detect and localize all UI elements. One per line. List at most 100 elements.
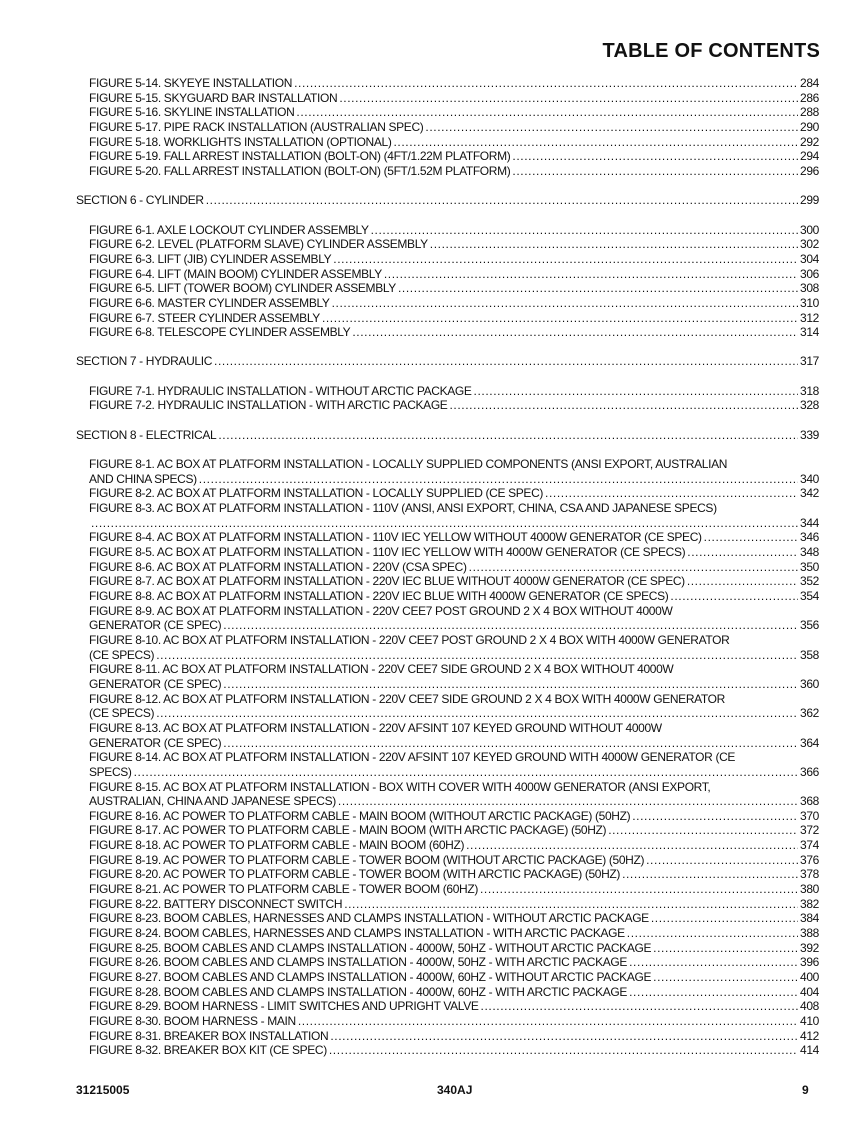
- figure-entry[interactable]: FIGURE 8-17. AC POWER TO PLATFORM CABLE …: [76, 823, 819, 838]
- figure-entry[interactable]: FIGURE 6-2. LEVEL (PLATFORM SLAVE) CYLIN…: [76, 237, 819, 252]
- dot-leader: [474, 384, 798, 399]
- figure-entry[interactable]: FIGURE 5-19. FALL ARREST INSTALLATION (B…: [76, 149, 819, 164]
- entry-title: FIGURE 8-32. BREAKER BOX KIT (CE SPEC): [89, 1043, 327, 1058]
- figure-entry[interactable]: FIGURE 8-22. BATTERY DISCONNECT SWITCH 38…: [76, 897, 819, 912]
- entry-page: 314: [800, 325, 819, 340]
- figure-entry[interactable]: FIGURE 8-19. AC POWER TO PLATFORM CABLE …: [76, 853, 819, 868]
- entry-line: FIGURE 6-7. STEER CYLINDER ASSEMBLY 312: [76, 311, 819, 326]
- figure-entry[interactable]: FIGURE 8-31. BREAKER BOX INSTALLATION 412: [76, 1029, 819, 1044]
- figure-entry[interactable]: FIGURE 8-6. AC BOX AT PLATFORM INSTALLAT…: [76, 560, 819, 575]
- figure-entry[interactable]: FIGURE 5-18. WORKLIGHTS INSTALLATION (OP…: [76, 135, 819, 150]
- entry-title-continued: GENERATOR (CE SPEC): [89, 676, 222, 691]
- figure-entry[interactable]: FIGURE 6-3. LIFT (JIB) CYLINDER ASSEMBLY…: [76, 252, 819, 267]
- entry-page: 290: [800, 119, 819, 134]
- figure-entry[interactable]: FIGURE 8-21. AC POWER TO PLATFORM CABLE …: [76, 882, 819, 897]
- entry-page: 356: [800, 618, 819, 633]
- figure-entry[interactable]: FIGURE 8-18. AC POWER TO PLATFORM CABLE …: [76, 838, 819, 853]
- entry-line: FIGURE 8-5. AC BOX AT PLATFORM INSTALLAT…: [76, 545, 819, 560]
- entry-page: 317: [800, 354, 819, 369]
- figure-entry[interactable]: FIGURE 8-7. AC BOX AT PLATFORM INSTALLAT…: [76, 574, 819, 589]
- entry-line: GENERATOR (CE SPEC) 364: [76, 736, 819, 751]
- entry-title: FIGURE 6-6. MASTER CYLINDER ASSEMBLY: [89, 295, 330, 310]
- figure-entry[interactable]: FIGURE 8-32. BREAKER BOX KIT (CE SPEC) 41…: [76, 1043, 819, 1058]
- entry-page: 294: [800, 149, 819, 164]
- entry-line: (CE SPECS) 362: [76, 706, 819, 721]
- figure-entry[interactable]: FIGURE 6-6. MASTER CYLINDER ASSEMBLY 310: [76, 296, 819, 311]
- figure-entry[interactable]: FIGURE 7-1. HYDRAULIC INSTALLATION - WIT…: [76, 384, 819, 399]
- entry-title: FIGURE 5-16. SKYLINE INSTALLATION: [89, 105, 295, 120]
- spacer: [76, 413, 819, 428]
- figure-entry[interactable]: FIGURE 8-8. AC BOX AT PLATFORM INSTALLAT…: [76, 589, 819, 604]
- entry-title: FIGURE 6-2. LEVEL (PLATFORM SLAVE) CYLIN…: [89, 237, 428, 252]
- figure-entry[interactable]: FIGURE 8-12. AC BOX AT PLATFORM INSTALLA…: [76, 692, 819, 721]
- figure-entry[interactable]: FIGURE 8-24. BOOM CABLES, HARNESSES AND …: [76, 926, 819, 941]
- dot-leader: [296, 105, 798, 120]
- entry-title: FIGURE 8-12. AC BOX AT PLATFORM INSTALLA…: [89, 691, 725, 706]
- figure-entry[interactable]: FIGURE 8-27. BOOM CABLES AND CLAMPS INST…: [76, 970, 819, 985]
- entry-title: FIGURE 5-19. FALL ARREST INSTALLATION (B…: [89, 149, 511, 164]
- figure-entry[interactable]: FIGURE 8-9. AC BOX AT PLATFORM INSTALLAT…: [76, 604, 819, 633]
- figure-entry[interactable]: FIGURE 8-4. AC BOX AT PLATFORM INSTALLAT…: [76, 530, 819, 545]
- figure-entry[interactable]: FIGURE 8-26. BOOM CABLES AND CLAMPS INST…: [76, 955, 819, 970]
- figure-entry[interactable]: FIGURE 8-1. AC BOX AT PLATFORM INSTALLAT…: [76, 457, 819, 486]
- entry-page: 408: [800, 999, 819, 1014]
- figure-entry[interactable]: FIGURE 8-28. BOOM CABLES AND CLAMPS INST…: [76, 985, 819, 1000]
- figure-entry[interactable]: FIGURE 8-10. AC BOX AT PLATFORM INSTALLA…: [76, 633, 819, 662]
- entry-page: 380: [800, 882, 819, 897]
- figure-entry[interactable]: FIGURE 8-30. BOOM HARNESS - MAIN 410: [76, 1014, 819, 1029]
- figure-entry[interactable]: FIGURE 8-25. BOOM CABLES AND CLAMPS INST…: [76, 941, 819, 956]
- entry-page: 286: [800, 90, 819, 105]
- figure-entry[interactable]: FIGURE 8-15. AC BOX AT PLATFORM INSTALLA…: [76, 780, 819, 809]
- entry-page: 368: [800, 794, 819, 809]
- dot-leader: [632, 809, 798, 824]
- figure-entry[interactable]: FIGURE 8-2. AC BOX AT PLATFORM INSTALLAT…: [76, 486, 819, 501]
- figure-entry[interactable]: FIGURE 6-4. LIFT (MAIN BOOM) CYLINDER AS…: [76, 267, 819, 282]
- entry-title: FIGURE 8-9. AC BOX AT PLATFORM INSTALLAT…: [89, 603, 673, 618]
- figure-entry[interactable]: FIGURE 5-14. SKYEYE INSTALLATION 284: [76, 76, 819, 91]
- entry-title: FIGURE 8-21. AC POWER TO PLATFORM CABLE …: [89, 882, 478, 897]
- figure-entry[interactable]: FIGURE 6-1. AXLE LOCKOUT CYLINDER ASSEMB…: [76, 223, 819, 238]
- entry-line: FIGURE 8-16. AC POWER TO PLATFORM CABLE …: [76, 809, 819, 824]
- figure-entry[interactable]: FIGURE 5-20. FALL ARREST INSTALLATION (B…: [76, 164, 819, 179]
- figure-entry[interactable]: FIGURE 6-7. STEER CYLINDER ASSEMBLY 312: [76, 311, 819, 326]
- entry-page: 299: [800, 193, 819, 208]
- figure-entry[interactable]: FIGURE 8-14. AC BOX AT PLATFORM INSTALLA…: [76, 750, 819, 779]
- dot-leader: [330, 1029, 798, 1044]
- figure-entry[interactable]: FIGURE 8-29. BOOM HARNESS - LIMIT SWITCH…: [76, 999, 819, 1014]
- figure-entry[interactable]: FIGURE 7-2. HYDRAULIC INSTALLATION - WIT…: [76, 398, 819, 413]
- figure-entry[interactable]: FIGURE 5-17. PIPE RACK INSTALLATION (AUS…: [76, 120, 819, 135]
- section-entry[interactable]: SECTION 6 - CYLINDER 299: [76, 193, 819, 208]
- entry-page: 384: [800, 911, 819, 926]
- figure-entry[interactable]: FIGURE 8-3. AC BOX AT PLATFORM INSTALLAT…: [76, 501, 819, 530]
- dot-leader: [651, 911, 798, 926]
- entry-title: FIGURE 8-6. AC BOX AT PLATFORM INSTALLAT…: [89, 559, 467, 574]
- spacer: [76, 179, 819, 194]
- entry-page: 312: [800, 310, 819, 325]
- entry-page: 339: [800, 427, 819, 442]
- section-entry[interactable]: SECTION 7 - HYDRAULIC 317: [76, 354, 819, 369]
- entry-page: 346: [800, 530, 819, 545]
- figure-entry[interactable]: FIGURE 5-16. SKYLINE INSTALLATION 288: [76, 105, 819, 120]
- section-entry[interactable]: SECTION 8 - ELECTRICAL 339: [76, 428, 819, 443]
- figure-entry[interactable]: FIGURE 8-16. AC POWER TO PLATFORM CABLE …: [76, 809, 819, 824]
- entry-page: 388: [800, 926, 819, 941]
- entry-line: (CE SPECS) 358: [76, 648, 819, 663]
- entry-line: FIGURE 5-18. WORKLIGHTS INSTALLATION (OP…: [76, 135, 819, 150]
- figure-entry[interactable]: FIGURE 5-15. SKYGUARD BAR INSTALLATION 28…: [76, 91, 819, 106]
- spacer: [76, 208, 819, 223]
- dot-leader: [91, 516, 798, 531]
- entry-line: FIGURE 8-6. AC BOX AT PLATFORM INSTALLAT…: [76, 560, 819, 575]
- entry-page: 372: [800, 823, 819, 838]
- entry-line: FIGURE 8-21. AC POWER TO PLATFORM CABLE …: [76, 882, 819, 897]
- figure-entry[interactable]: FIGURE 6-8. TELESCOPE CYLINDER ASSEMBLY 3…: [76, 325, 819, 340]
- figure-entry[interactable]: FIGURE 8-20. AC POWER TO PLATFORM CABLE …: [76, 867, 819, 882]
- entry-title: FIGURE 8-1. AC BOX AT PLATFORM INSTALLAT…: [89, 457, 728, 472]
- figure-entry[interactable]: FIGURE 8-13. AC BOX AT PLATFORM INSTALLA…: [76, 721, 819, 750]
- entry-title: FIGURE 5-14. SKYEYE INSTALLATION: [89, 76, 293, 90]
- figure-entry[interactable]: FIGURE 6-5. LIFT (TOWER BOOM) CYLINDER A…: [76, 281, 819, 296]
- entry-line: FIGURE 8-22. BATTERY DISCONNECT SWITCH 38…: [76, 897, 819, 912]
- figure-entry[interactable]: FIGURE 8-5. AC BOX AT PLATFORM INSTALLAT…: [76, 545, 819, 560]
- figure-entry[interactable]: FIGURE 8-11. AC BOX AT PLATFORM INSTALLA…: [76, 662, 819, 691]
- figure-entry[interactable]: FIGURE 8-23. BOOM CABLES, HARNESSES AND …: [76, 911, 819, 926]
- dot-leader: [371, 223, 798, 238]
